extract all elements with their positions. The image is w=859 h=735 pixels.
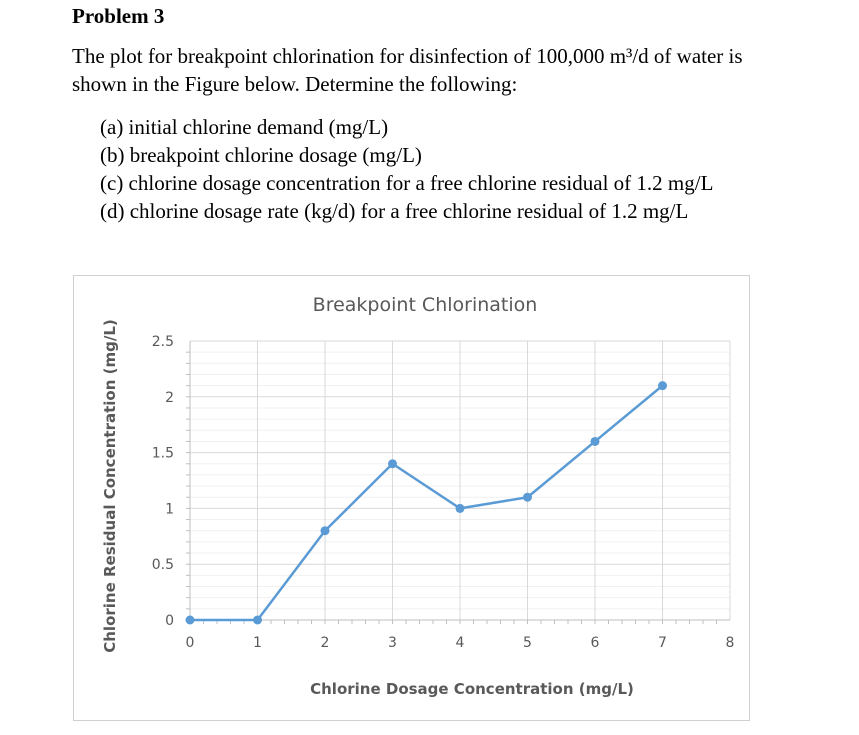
x-tick-label: 1 — [253, 635, 262, 651]
question-b: (b) breakpoint chlorine dosage (mg/L) — [100, 143, 422, 167]
data-point — [590, 436, 600, 446]
y-tick-label: 1.5 — [152, 446, 174, 462]
question-c: (c) chlorine dosage concentration for a … — [100, 171, 714, 195]
question-list: (a) initial chlorine demand (mg/L) (b) b… — [100, 113, 713, 225]
data-point — [388, 459, 397, 469]
y-tick-label: 0 — [165, 613, 174, 629]
x-tick-label: 2 — [321, 635, 330, 651]
y-tick-label: 2.5 — [152, 334, 174, 350]
x-tick-label: 4 — [456, 635, 465, 651]
intro-line-1: The plot for breakpoint chlorination for… — [72, 44, 743, 68]
breakpoint-chart: 0 1 2 3 4 5 6 7 8 0 0.5 1 1.5 2 2.5 Breakpoint Chlorina… — [101, 294, 735, 698]
problem-heading: Problem 3 — [72, 4, 165, 28]
question-a: (a) initial chlorine demand (mg/L) — [100, 115, 389, 139]
data-point — [455, 503, 465, 513]
y-axis-label: Chlorine Residual Concentration (mg/L) — [101, 319, 119, 653]
y-tick-label: 1 — [165, 501, 174, 517]
data-point — [185, 615, 195, 625]
intro-line-2: shown in the Figure below. Determine the… — [72, 72, 518, 96]
data-point — [658, 381, 667, 391]
x-tick-label: 0 — [186, 635, 195, 651]
x-tick-label: 6 — [591, 635, 600, 651]
series-line — [190, 384, 664, 622]
y-tick-label: 2 — [165, 390, 174, 406]
y-tick-label: 0.5 — [152, 557, 174, 573]
problem-intro: The plot for breakpoint chlorination for… — [72, 42, 832, 98]
x-tick-label: 5 — [523, 635, 532, 651]
x-tick-label: 3 — [388, 635, 397, 651]
x-tick-label: 8 — [726, 635, 735, 651]
chart-title: Breakpoint Chlorination — [313, 294, 538, 316]
x-axis-label: Chlorine Dosage Concentration (mg/L) — [310, 680, 634, 698]
question-d: (d) chlorine dosage rate (kg/d) for a fr… — [100, 199, 689, 223]
x-tick-label: 7 — [658, 635, 667, 651]
data-point — [523, 492, 532, 502]
data-point — [320, 526, 330, 536]
chart-figure: 0 1 2 3 4 5 6 7 8 0 0.5 1 1.5 2 2.5 Breakpoint Chlorina… — [73, 275, 750, 721]
data-point — [253, 615, 262, 625]
